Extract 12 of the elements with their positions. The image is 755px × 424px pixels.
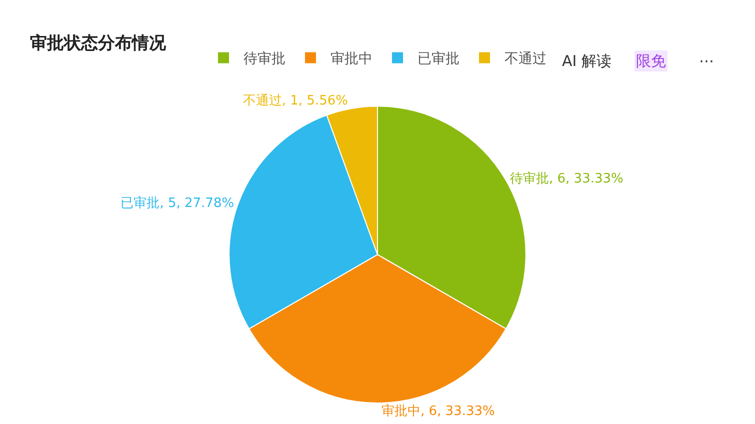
data-label: 待审批, 6, 33.33% [510,170,624,186]
legend-label: 已审批 [418,51,460,68]
text: ⋯ [699,52,714,70]
data-label: 已审批, 5, 27.78% [120,194,234,211]
text: AI 解读 [562,52,612,70]
legend-label: 审批中 [330,51,372,68]
legend-label: 待审批 [244,51,286,68]
data-label: 审批中, 6, 33.33% [382,402,495,419]
data-label: 不通过, 1, 5.56% [242,94,348,109]
legend-label: 不通过 [504,51,546,68]
text: 限免 [636,52,666,70]
chart-title: 审批状态分布情况 [30,33,168,54]
